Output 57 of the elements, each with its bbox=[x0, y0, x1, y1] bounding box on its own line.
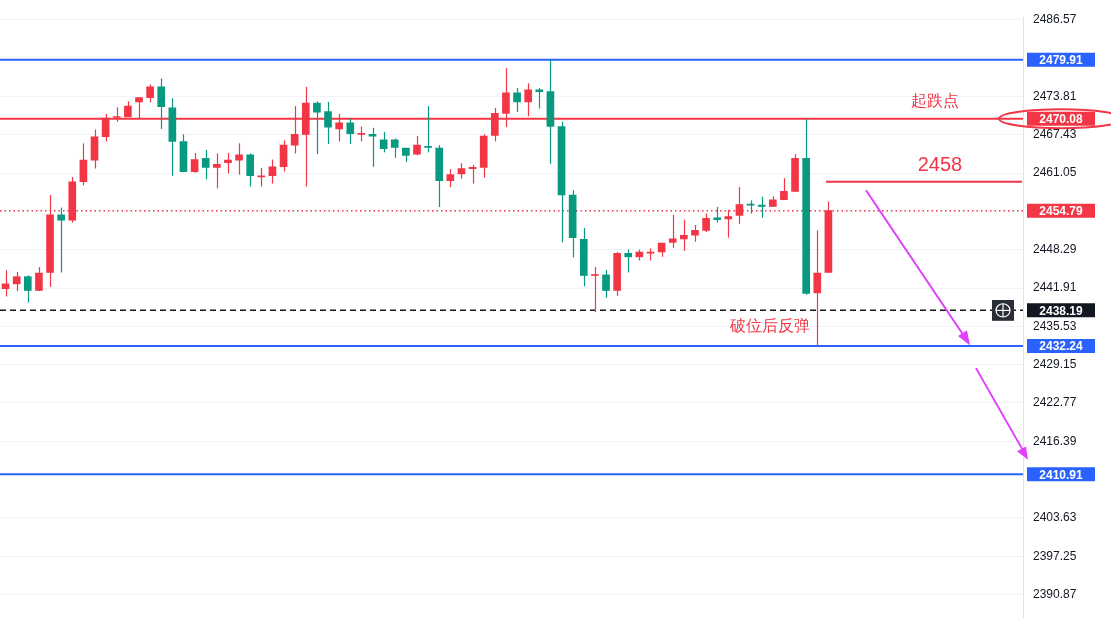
y-tick-label: 2416.39 bbox=[1033, 433, 1077, 448]
candlestick bbox=[591, 266, 599, 313]
candlestick bbox=[680, 219, 688, 252]
y-tick-label: 2397.25 bbox=[1033, 548, 1077, 563]
ref-line-label: 2410.91 bbox=[1039, 467, 1084, 482]
candlestick bbox=[324, 101, 332, 145]
candlestick bbox=[313, 100, 321, 155]
y-tick-label: 2429.15 bbox=[1033, 356, 1077, 371]
candlestick bbox=[246, 152, 255, 188]
y-tick-label: 2467.43 bbox=[1033, 127, 1077, 142]
candlestick bbox=[702, 213, 710, 233]
candlestick bbox=[146, 83, 154, 104]
y-tick-label: 2473.81 bbox=[1033, 88, 1077, 103]
candlestick bbox=[190, 152, 199, 174]
candlestick bbox=[201, 149, 210, 180]
candlestick bbox=[235, 142, 243, 176]
candlestick bbox=[524, 82, 533, 117]
y-tick-label: 2435.53 bbox=[1033, 318, 1077, 333]
y-tick-label: 2422.77 bbox=[1033, 395, 1077, 410]
candlestick bbox=[379, 131, 388, 153]
candlestick bbox=[602, 269, 610, 299]
candlestick bbox=[12, 271, 21, 292]
candlestick bbox=[157, 77, 166, 130]
y-tick-label: 2486.57 bbox=[1033, 12, 1077, 27]
candlestick bbox=[35, 266, 43, 292]
candlestick bbox=[813, 229, 822, 347]
candlestick bbox=[213, 152, 221, 189]
candlestick bbox=[346, 118, 355, 145]
annotation: 破位后反弹 bbox=[729, 316, 810, 334]
annotation: 起跌点 bbox=[911, 92, 959, 110]
candlestick bbox=[424, 105, 432, 153]
candlestick bbox=[780, 177, 788, 201]
y-tick-label: 2461.05 bbox=[1033, 165, 1077, 180]
candlestick bbox=[757, 196, 766, 219]
ref-line-label: 2454.79 bbox=[1039, 203, 1084, 218]
y-tick-label: 2448.29 bbox=[1033, 242, 1077, 256]
candlestick bbox=[23, 274, 32, 304]
candlestick bbox=[668, 214, 677, 249]
y-tick-label: 2403.63 bbox=[1033, 510, 1077, 525]
candlestick bbox=[57, 206, 65, 274]
candlestick bbox=[257, 167, 266, 188]
candlestick bbox=[468, 164, 477, 185]
candlestick bbox=[624, 249, 633, 274]
y-tick-label: 2390.87 bbox=[1033, 586, 1077, 601]
candlestick bbox=[79, 142, 88, 186]
candlestick bbox=[513, 87, 521, 113]
ref-line-label: 2438.19 bbox=[1039, 303, 1084, 318]
candlestick bbox=[446, 168, 455, 188]
y-tick-label: 2441.91 bbox=[1033, 280, 1077, 295]
candlestick bbox=[268, 158, 277, 185]
annotation: 2458 bbox=[917, 153, 963, 176]
ref-line-label: 2432.24 bbox=[1039, 339, 1084, 354]
ref-line-label: 2479.91 bbox=[1039, 53, 1084, 68]
candlestick bbox=[413, 135, 421, 156]
ref-line-label: 2470.08 bbox=[1039, 112, 1084, 127]
candlestick bbox=[224, 152, 232, 174]
candlestick bbox=[279, 139, 288, 173]
